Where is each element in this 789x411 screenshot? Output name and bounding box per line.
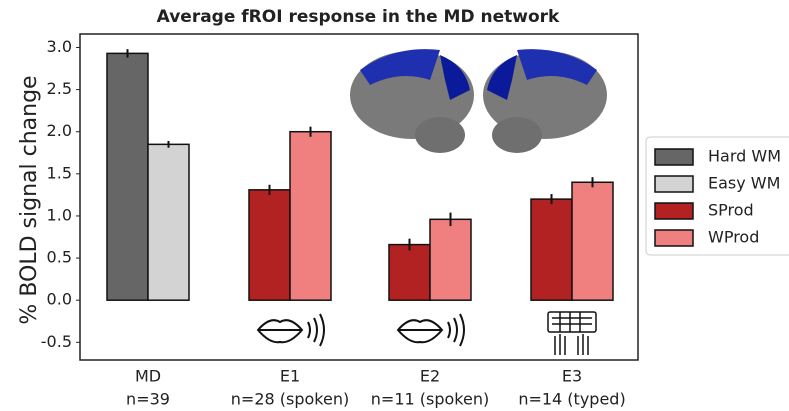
y-axis-label: % BOLD signal change <box>17 75 42 324</box>
y-tick-label: 2.5 <box>47 79 72 98</box>
y-tick-label: 3.0 <box>47 37 72 56</box>
x-tick-sublabel: n=11 (spoken) <box>371 390 489 409</box>
legend-label: Hard WM <box>708 147 781 166</box>
bar <box>572 182 613 300</box>
legend-swatch <box>655 203 693 219</box>
y-tick-label: 0.5 <box>47 248 72 267</box>
chart: Average fROI response in the MD network … <box>0 0 789 411</box>
bar <box>531 199 572 300</box>
brain-left <box>350 49 474 153</box>
legend-label: SProd <box>708 201 754 220</box>
y-tick-label: 2.0 <box>47 121 72 140</box>
x-tick-sublabel: n=39 <box>126 390 170 409</box>
x-tick-sublabel: n=14 (typed) <box>518 390 625 409</box>
y-tick-label: 0.0 <box>47 290 72 309</box>
lips-icon <box>258 314 324 346</box>
legend-swatch <box>655 230 693 246</box>
y-tick-label: 1.0 <box>47 205 72 224</box>
legend-swatch <box>655 149 693 165</box>
bar <box>389 245 430 301</box>
x-tick-label: E3 <box>562 367 582 386</box>
x-tick-label: MD <box>135 367 161 386</box>
keyboard-icon <box>548 312 596 355</box>
x-tick-label: E1 <box>280 367 300 386</box>
legend-label: WProd <box>708 228 759 247</box>
x-tick-sublabel: n=28 (spoken) <box>231 390 349 409</box>
lips-icon <box>398 314 464 346</box>
legend-label: Easy WM <box>708 174 780 193</box>
legend-swatch <box>655 176 693 192</box>
bar <box>290 132 331 300</box>
brain-right <box>483 49 607 153</box>
bar <box>107 53 148 300</box>
bar <box>430 219 471 300</box>
bar <box>148 144 189 300</box>
x-tick-label: E2 <box>420 367 440 386</box>
y-tick-label: 1.5 <box>47 163 72 182</box>
chart-title: Average fROI response in the MD network <box>157 7 560 27</box>
bar <box>249 190 290 300</box>
y-tick-label: -0.5 <box>41 332 72 351</box>
page: {"chart_data": {"type": "bar", "title": … <box>0 0 789 411</box>
